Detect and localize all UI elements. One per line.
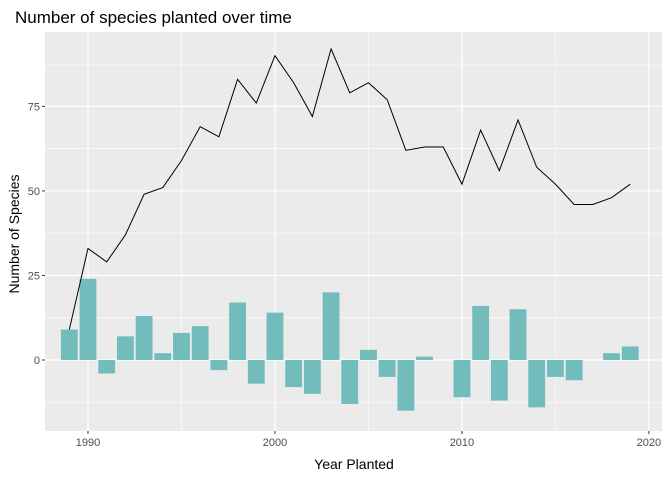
bar <box>266 312 284 360</box>
bar <box>565 359 583 381</box>
bar <box>247 359 265 384</box>
bar <box>453 359 471 398</box>
bar <box>416 356 433 360</box>
y-tick-label: 25 <box>28 270 40 282</box>
x-axis-label: Year Planted <box>314 456 394 472</box>
bar <box>509 309 527 360</box>
x-tick-label: 2020 <box>637 437 661 449</box>
bar <box>472 305 490 360</box>
bar <box>621 346 639 360</box>
bar <box>191 326 209 360</box>
bar <box>154 353 172 360</box>
bar <box>229 302 246 360</box>
bar <box>603 353 620 360</box>
y-axis: 0 25 50 75 <box>28 101 45 367</box>
y-tick-label: 50 <box>28 186 40 198</box>
bar <box>60 329 78 360</box>
bar <box>397 359 415 411</box>
x-tick-label: 2010 <box>450 437 474 449</box>
bar <box>341 359 359 404</box>
bar <box>116 336 134 360</box>
bar <box>360 349 377 360</box>
bar <box>303 359 321 394</box>
y-tick-label: 0 <box>34 355 40 367</box>
bar <box>322 292 340 360</box>
bar-series <box>60 278 639 411</box>
bar <box>528 359 546 408</box>
bar <box>378 359 396 377</box>
x-tick-label: 2000 <box>263 437 287 449</box>
chart-title: Number of species planted over time <box>15 8 292 27</box>
x-tick-label: 1990 <box>76 437 100 449</box>
bar <box>79 278 97 360</box>
line-series <box>68 47 631 330</box>
bar <box>135 316 153 360</box>
bar <box>210 359 228 371</box>
bar <box>547 359 564 377</box>
y-tick-label: 75 <box>28 101 40 113</box>
bar <box>285 359 303 388</box>
y-axis-label: Number of Species <box>6 174 22 293</box>
bar <box>173 332 190 360</box>
bar <box>98 359 116 374</box>
x-axis: 1990 2000 2010 2020 <box>76 431 661 449</box>
bar <box>490 359 508 401</box>
